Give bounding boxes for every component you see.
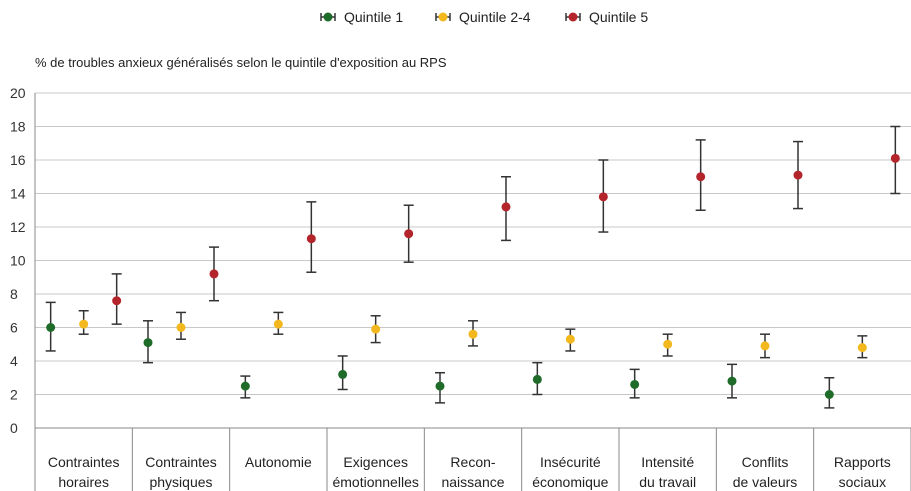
- x-category-label: Intensité du travail: [639, 454, 696, 490]
- series-2: [111, 125, 901, 325]
- x-category-line: Contraintes: [48, 454, 120, 470]
- data-marks: [45, 125, 901, 409]
- x-category-label: Contraintes physiques: [145, 454, 217, 490]
- data-point: [46, 323, 56, 332]
- data-point: [435, 381, 445, 391]
- data-point: [824, 390, 834, 399]
- x-category-line: Intensité: [641, 454, 694, 470]
- x-category-label: Autonomie: [245, 454, 312, 470]
- series-1: [78, 310, 868, 359]
- data-point: [532, 374, 542, 384]
- x-category-line: Autonomie: [245, 454, 312, 470]
- x-category-label: Contraintes horaires: [48, 454, 120, 490]
- legend-marker-dot: [438, 12, 448, 22]
- x-category-line: du travail: [639, 474, 696, 490]
- y-tick-label: 10: [10, 253, 26, 269]
- legend-item: Quintile 2-4: [435, 9, 531, 25]
- y-tick-label: 16: [10, 152, 26, 168]
- x-category-line: Recon-: [450, 454, 495, 470]
- legend-label: Quintile 5: [589, 9, 648, 25]
- y-axis-ticks: 0 2 4 6 8 10 12 14 16 18 20: [10, 85, 26, 436]
- legend-item: Quintile 1: [320, 9, 403, 25]
- y-tick-label: 2: [10, 387, 18, 403]
- data-point: [663, 339, 673, 349]
- x-category-line: Rapports: [834, 454, 891, 470]
- legend-label: Quintile 1: [344, 9, 403, 25]
- x-category-label: Exigences émotionnelles: [332, 454, 418, 490]
- grid-lines: [34, 92, 911, 491]
- legend-item: Quintile 5: [565, 9, 648, 25]
- data-point: [468, 329, 478, 339]
- x-category-line: naissance: [441, 474, 504, 490]
- x-category-line: Exigences: [343, 454, 408, 470]
- data-point: [176, 323, 186, 332]
- y-tick-label: 4: [10, 353, 18, 369]
- data-point: [630, 379, 640, 389]
- data-point: [857, 343, 867, 353]
- data-point: [240, 381, 250, 391]
- x-category-line: sociaux: [839, 474, 886, 490]
- x-category-label: Insécurité économique: [532, 454, 608, 490]
- x-category-line: émotionnelles: [332, 474, 418, 490]
- data-point: [760, 341, 770, 351]
- y-tick-label: 0: [10, 420, 18, 436]
- y-tick-label: 14: [10, 186, 26, 202]
- y-tick-label: 20: [10, 85, 26, 101]
- data-point: [696, 172, 706, 182]
- x-category-line: Contraintes: [145, 454, 217, 470]
- y-tick-label: 8: [10, 286, 18, 302]
- x-category-label: Rapports sociaux: [834, 454, 891, 490]
- legend-label: Quintile 2-4: [459, 9, 531, 25]
- data-point: [598, 192, 608, 202]
- data-point: [209, 269, 219, 279]
- data-point: [793, 170, 803, 180]
- data-point: [565, 334, 575, 344]
- data-point: [501, 202, 511, 212]
- x-category-line: économique: [532, 474, 608, 490]
- legend: Quintile 1 Quintile 2-4 Quintile 5: [320, 9, 648, 25]
- y-tick-label: 12: [10, 219, 26, 235]
- data-point: [338, 369, 348, 379]
- series-0: [45, 301, 835, 409]
- legend-marker-dot: [323, 12, 333, 22]
- data-point: [727, 376, 737, 386]
- data-point: [404, 229, 414, 239]
- data-point: [143, 338, 153, 348]
- y-tick-label: 6: [10, 320, 18, 336]
- x-category-line: Insécurité: [540, 454, 601, 470]
- x-category-label: Conflits de valeurs: [733, 454, 798, 490]
- x-category-line: horaires: [58, 474, 109, 490]
- data-point: [890, 153, 900, 163]
- data-point: [306, 234, 316, 244]
- y-tick-label: 18: [10, 119, 26, 135]
- data-point: [79, 319, 89, 329]
- y-axis-label: % de troubles anxieux généralisés selon …: [35, 55, 447, 70]
- legend-marker-dot: [568, 12, 578, 22]
- x-category-line: Conflits: [742, 454, 789, 470]
- data-point: [273, 319, 283, 329]
- x-category-line: physiques: [149, 474, 212, 490]
- data-point: [371, 324, 381, 334]
- x-category-line: de valeurs: [733, 474, 798, 490]
- data-point: [112, 296, 122, 306]
- x-axis-categories: Contraintes horaires Contraintes physiques A…: [48, 454, 891, 490]
- x-category-label: Recon-naissance: [441, 454, 504, 490]
